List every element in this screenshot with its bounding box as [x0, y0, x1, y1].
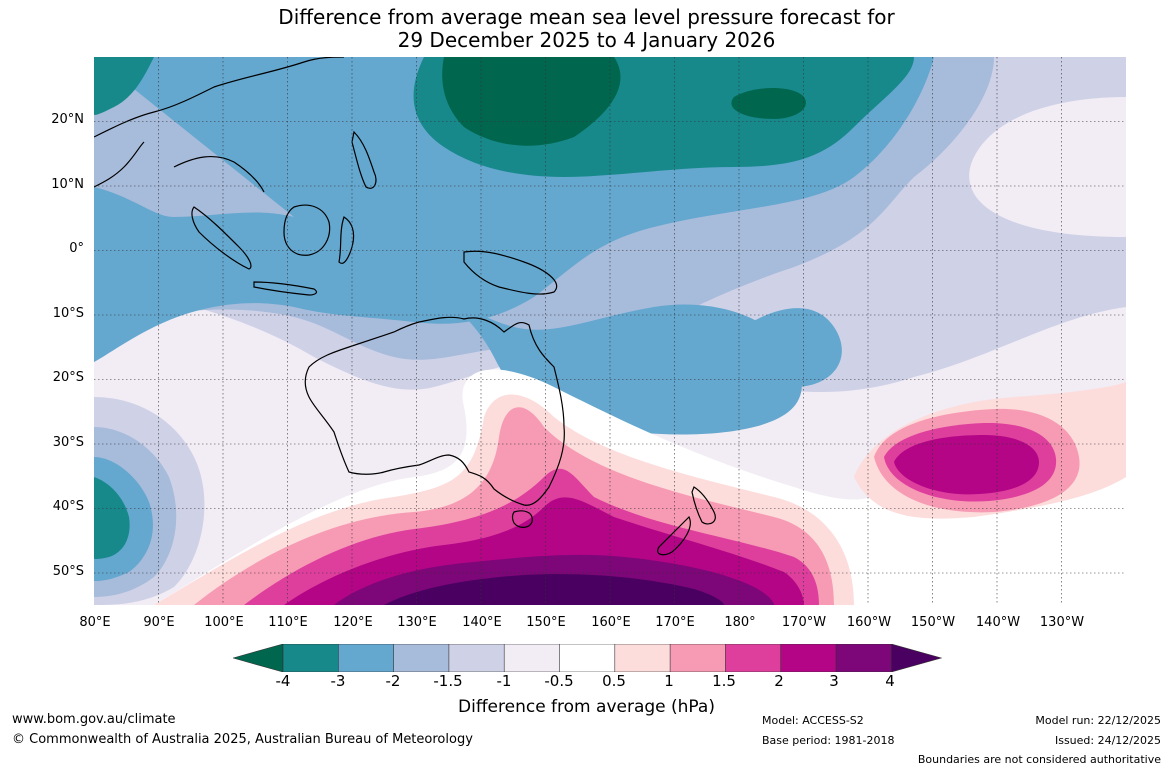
colorbar-tick: 1: [664, 672, 674, 690]
lon-label-150e: 150°E: [526, 615, 566, 630]
lat-label-20n: 20°N: [51, 112, 84, 127]
model-run: Model run: 22/12/2025: [1035, 714, 1161, 727]
lat-label-50s: 50°S: [52, 564, 84, 579]
website-link[interactable]: www.bom.gov.au/climate: [12, 712, 176, 727]
colorbar-title: Difference from average (hPa): [458, 697, 715, 717]
colorbar-segment: [780, 644, 837, 672]
asia-coastline: [94, 57, 345, 193]
colorbar-segment: [338, 644, 395, 672]
contour-neg-sw-4: [94, 477, 130, 559]
graticule: [94, 57, 1126, 605]
lat-label-0: 0°: [69, 241, 84, 256]
colorbar-segment: [725, 644, 782, 672]
colorbar-arrow-max: [890, 644, 943, 672]
new-guinea-coastline: [463, 250, 558, 295]
chart-title-line2: 29 December 2025 to 4 January 2026: [397, 28, 776, 52]
lon-label-110e: 110°E: [268, 615, 308, 630]
lon-label-180: 180°: [724, 615, 756, 630]
java-coastline: [253, 281, 318, 296]
colorbar-tick: 3: [829, 672, 839, 690]
borneo-coastline: [283, 204, 331, 256]
coastlines: [94, 57, 716, 556]
lat-label-20s: 20°S: [52, 370, 84, 385]
lon-label-160e: 160°E: [591, 615, 631, 630]
contour-pos-5: [384, 574, 724, 605]
contour-neg-2-east: [742, 308, 842, 387]
issued-date: Issued: 24/12/2025: [1054, 734, 1161, 747]
pressure-anomaly-map: [94, 57, 1126, 605]
lon-label-80e: 80°E: [79, 615, 111, 630]
new-zealand-north-coastline: [691, 486, 716, 525]
lat-label-10n: 10°N: [51, 177, 84, 192]
colorbar-tick: -1.5: [433, 672, 463, 690]
colorbar-tick: -0.5: [544, 672, 574, 690]
colorbar-tick: -3: [330, 672, 346, 690]
chart-title-line1: Difference from average mean sea level p…: [278, 5, 895, 29]
contour-neg-4-b: [731, 88, 806, 119]
contour-neg-2-south: [394, 257, 802, 435]
lon-label-170w: 170°W: [781, 615, 827, 630]
lon-label-170e: 170°E: [655, 615, 695, 630]
base-period: Base period: 1981-2018: [762, 734, 895, 747]
lon-label-140w: 140°W: [975, 615, 1021, 630]
lon-label-160w: 160°W: [846, 615, 892, 630]
colorbar-segment: [835, 644, 893, 672]
lat-label-40s: 40°S: [52, 499, 84, 514]
new-zealand-south-coastline: [657, 515, 691, 556]
tasmania-coastline: [511, 510, 533, 528]
colorbar-segment: [448, 644, 505, 672]
colorbar-tick: -4: [275, 672, 291, 690]
lat-label-30s: 30°S: [52, 435, 84, 450]
lon-label-90e: 90°E: [143, 615, 175, 630]
colorbar: [233, 644, 943, 672]
sulawesi-coastline: [338, 216, 355, 264]
colorbar-segment: [393, 644, 450, 672]
contour-pos-3-east: [894, 435, 1039, 495]
colorbar-segment: [282, 644, 340, 672]
colorbar-tick: 4: [885, 672, 895, 690]
lon-label-140e: 140°E: [462, 615, 502, 630]
contour-neg-3-nw: [94, 57, 154, 115]
colorbar-tick: -2: [385, 672, 401, 690]
colorbar-tick: 2: [774, 672, 784, 690]
colorbar-arrow-min: [233, 644, 284, 672]
boundaries-disclaimer: Boundaries are not considered authoritat…: [917, 753, 1161, 766]
colorbar-tick: -1: [496, 672, 512, 690]
lat-label-10s: 10°S: [52, 306, 84, 321]
lon-label-130w: 130°W: [1039, 615, 1085, 630]
sumatra-coastline: [191, 206, 252, 270]
colorbar-segment: [614, 644, 671, 672]
colorbar-tick: 0.5: [602, 672, 626, 690]
colorbar-segment: [559, 644, 616, 672]
model-name: Model: ACCESS-S2: [762, 714, 864, 727]
lon-label-100e: 100°E: [204, 615, 244, 630]
australia-coastline: [304, 316, 565, 506]
colorbar-segment: [669, 644, 727, 672]
lon-label-120e: 120°E: [333, 615, 373, 630]
copyright-text: © Commonwealth of Australia 2025, Austra…: [12, 732, 473, 747]
colorbar-segment: [503, 644, 561, 672]
contour-neg-4: [442, 57, 621, 146]
lon-label-130e: 130°E: [397, 615, 437, 630]
lon-label-150w: 150°W: [910, 615, 956, 630]
colorbar-tick: 1.5: [712, 672, 736, 690]
